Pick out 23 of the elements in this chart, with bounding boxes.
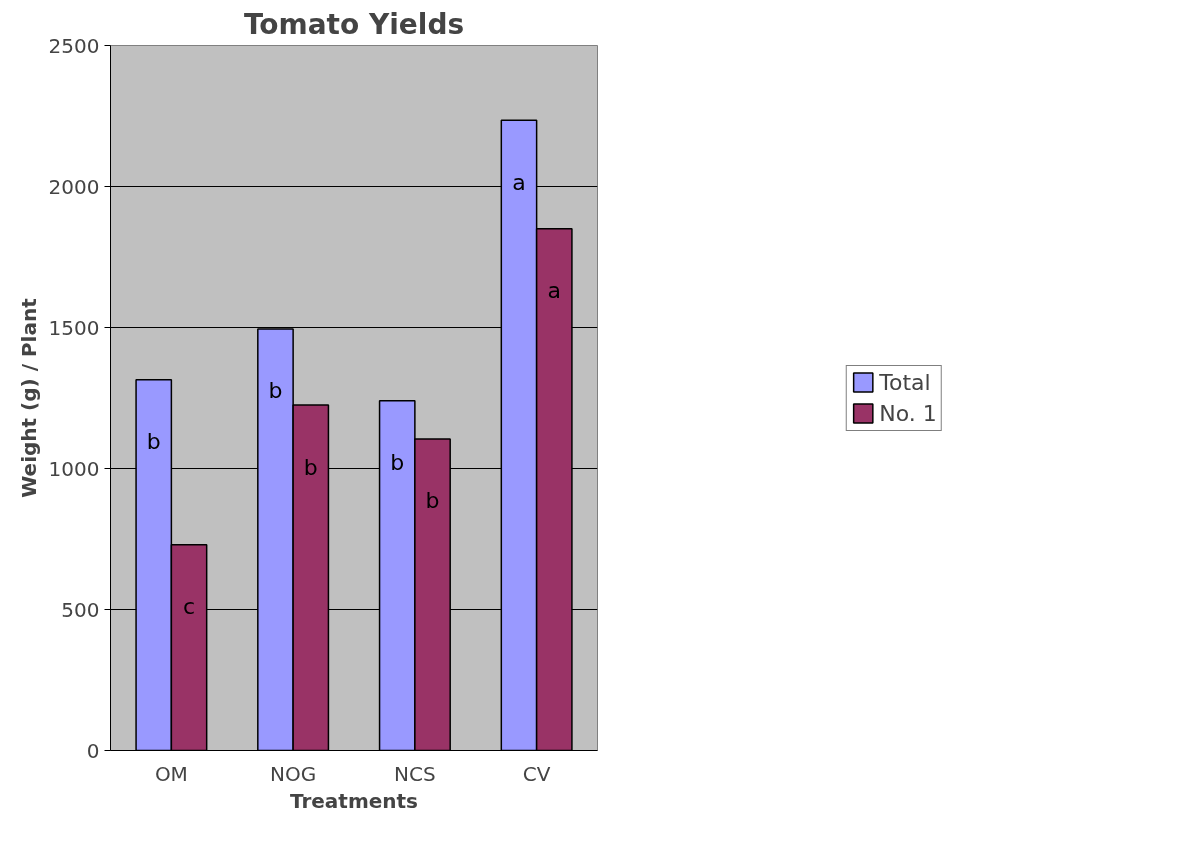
y-tick-label: 2500 [48,33,100,58]
y-tick-label: 1500 [48,315,100,340]
y-tick-label: 500 [61,597,100,622]
y-tick-label: 1000 [48,456,100,481]
y-tick-label: 0 [86,738,100,763]
x-tick-label: CV [522,761,551,786]
legend-label: Total [879,369,931,395]
data-label: b [146,429,161,455]
data-label: b [390,450,405,476]
data-label: c [182,594,196,620]
x-axis-title: Treatments [289,788,419,813]
x-tick-label: NCS [394,761,436,786]
x-tick-label: OM [154,761,188,786]
y-axis-title: Weight (g) / Plant [16,297,41,498]
data-label: a [547,278,562,304]
data-label: b [268,378,283,404]
legend-label: No. 1 [879,400,937,426]
data-label: b [425,488,440,514]
x-tick-label: NOG [270,761,317,786]
chart-title: Tomato Yields [243,7,465,41]
y-tick-label: 2000 [48,174,100,199]
data-label: a [512,169,526,195]
data-label: b [303,454,318,480]
